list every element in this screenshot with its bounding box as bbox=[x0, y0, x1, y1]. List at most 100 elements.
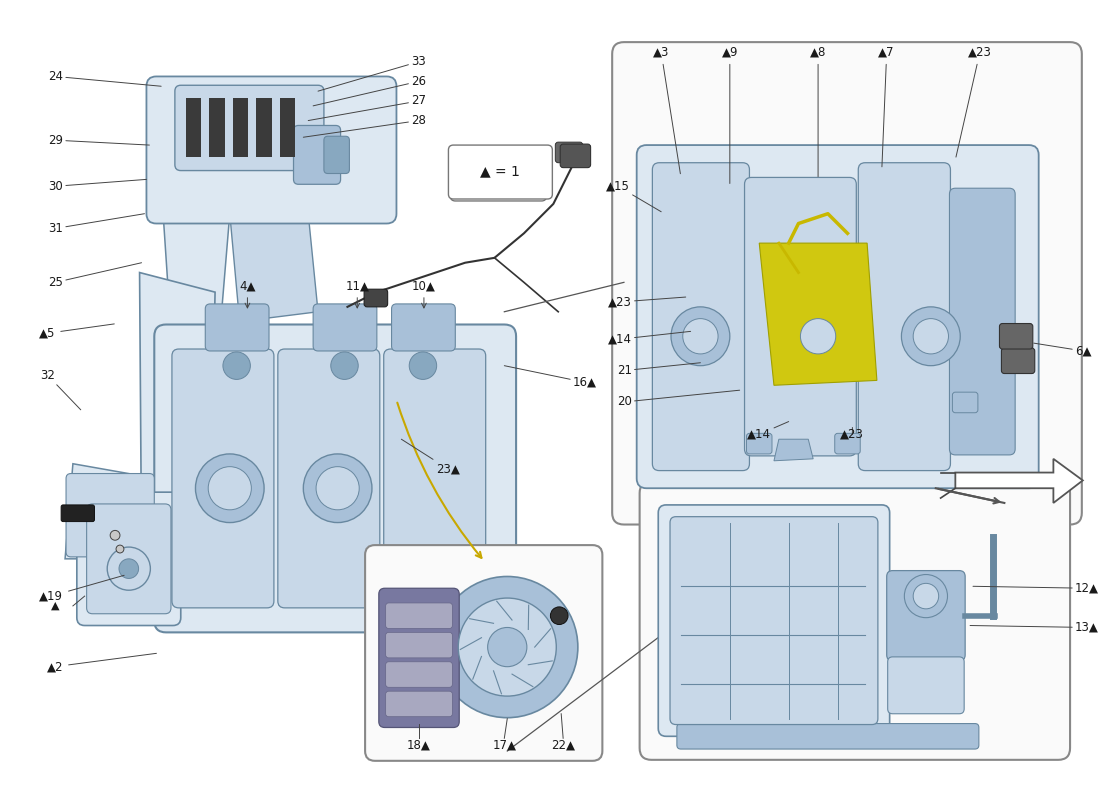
Text: a passion for parts diagrams: a passion for parts diagrams bbox=[746, 386, 891, 442]
FancyBboxPatch shape bbox=[888, 657, 965, 714]
FancyBboxPatch shape bbox=[1001, 348, 1035, 374]
FancyBboxPatch shape bbox=[639, 482, 1070, 760]
Bar bbox=[279, 98, 296, 157]
Text: ▲9: ▲9 bbox=[722, 46, 738, 183]
Circle shape bbox=[913, 583, 938, 609]
Text: ▲23: ▲23 bbox=[956, 46, 992, 157]
Text: 31: 31 bbox=[48, 214, 144, 235]
FancyBboxPatch shape bbox=[378, 588, 459, 727]
Text: ▲2: ▲2 bbox=[46, 654, 156, 673]
FancyBboxPatch shape bbox=[676, 723, 979, 749]
Text: 22▲: 22▲ bbox=[551, 738, 575, 752]
FancyBboxPatch shape bbox=[386, 632, 452, 658]
Circle shape bbox=[437, 577, 578, 718]
Circle shape bbox=[901, 307, 960, 366]
FancyBboxPatch shape bbox=[658, 505, 890, 736]
Text: 26: 26 bbox=[314, 75, 426, 106]
Bar bbox=[256, 98, 272, 157]
FancyBboxPatch shape bbox=[87, 504, 170, 614]
FancyBboxPatch shape bbox=[365, 545, 603, 761]
Bar bbox=[209, 98, 224, 157]
Text: 17▲: 17▲ bbox=[493, 738, 516, 752]
FancyBboxPatch shape bbox=[386, 662, 452, 687]
FancyBboxPatch shape bbox=[652, 162, 749, 470]
FancyBboxPatch shape bbox=[364, 290, 387, 307]
Text: eurospares: eurospares bbox=[662, 328, 974, 491]
FancyBboxPatch shape bbox=[449, 145, 552, 199]
Polygon shape bbox=[774, 439, 813, 461]
Text: 28: 28 bbox=[304, 114, 426, 138]
Text: ▲7: ▲7 bbox=[879, 46, 895, 167]
Circle shape bbox=[409, 352, 437, 379]
FancyBboxPatch shape bbox=[323, 136, 350, 174]
Text: 13▲: 13▲ bbox=[970, 621, 1099, 634]
Text: eurospares: eurospares bbox=[695, 314, 940, 426]
Text: 20: 20 bbox=[617, 390, 739, 409]
Text: 24: 24 bbox=[48, 70, 162, 86]
Text: 21: 21 bbox=[617, 362, 701, 377]
FancyBboxPatch shape bbox=[384, 349, 486, 608]
Text: 12▲: 12▲ bbox=[974, 582, 1099, 594]
Text: 33: 33 bbox=[318, 55, 426, 91]
Text: ▲14: ▲14 bbox=[608, 331, 691, 346]
FancyBboxPatch shape bbox=[386, 691, 452, 717]
FancyBboxPatch shape bbox=[450, 150, 547, 201]
Circle shape bbox=[683, 318, 718, 354]
Polygon shape bbox=[955, 459, 1082, 503]
Text: ▲8: ▲8 bbox=[810, 46, 826, 177]
Circle shape bbox=[304, 454, 372, 522]
Text: ▲14: ▲14 bbox=[747, 422, 789, 441]
Text: a passion for parts diagrams: a passion for parts diagrams bbox=[155, 510, 403, 623]
Text: ▲5: ▲5 bbox=[39, 324, 114, 340]
FancyBboxPatch shape bbox=[745, 178, 856, 456]
FancyBboxPatch shape bbox=[560, 144, 591, 168]
FancyBboxPatch shape bbox=[386, 603, 452, 629]
Text: 6▲: 6▲ bbox=[1034, 343, 1091, 358]
FancyBboxPatch shape bbox=[613, 42, 1081, 525]
Text: ▲: ▲ bbox=[51, 601, 59, 611]
Text: ▲19: ▲19 bbox=[40, 575, 124, 602]
Circle shape bbox=[110, 530, 120, 540]
Text: 29: 29 bbox=[48, 134, 150, 146]
FancyBboxPatch shape bbox=[887, 570, 965, 661]
FancyBboxPatch shape bbox=[392, 304, 455, 351]
Polygon shape bbox=[140, 273, 216, 547]
Circle shape bbox=[196, 454, 264, 522]
FancyBboxPatch shape bbox=[172, 349, 274, 608]
Polygon shape bbox=[65, 464, 156, 559]
FancyBboxPatch shape bbox=[1000, 323, 1033, 349]
Bar bbox=[233, 98, 249, 157]
Text: 23▲: 23▲ bbox=[402, 439, 460, 475]
Text: ▲23: ▲23 bbox=[608, 295, 685, 309]
Circle shape bbox=[913, 318, 948, 354]
Polygon shape bbox=[163, 214, 230, 331]
Text: ▲ = 1: ▲ = 1 bbox=[481, 165, 520, 178]
Text: ▲3: ▲3 bbox=[653, 46, 681, 174]
Polygon shape bbox=[759, 243, 877, 386]
Text: 16▲: 16▲ bbox=[504, 366, 597, 389]
FancyBboxPatch shape bbox=[314, 304, 377, 351]
FancyBboxPatch shape bbox=[278, 349, 380, 608]
Circle shape bbox=[789, 307, 847, 366]
FancyBboxPatch shape bbox=[858, 162, 950, 470]
Text: 4▲: 4▲ bbox=[239, 279, 255, 308]
FancyBboxPatch shape bbox=[556, 142, 583, 162]
Text: 27: 27 bbox=[308, 94, 426, 121]
FancyBboxPatch shape bbox=[62, 505, 95, 522]
Circle shape bbox=[316, 466, 360, 510]
Text: eurospares: eurospares bbox=[54, 331, 504, 566]
FancyBboxPatch shape bbox=[670, 517, 878, 725]
FancyBboxPatch shape bbox=[637, 145, 1038, 488]
Bar bbox=[186, 98, 201, 157]
Text: 25: 25 bbox=[48, 262, 142, 289]
Circle shape bbox=[223, 352, 251, 379]
FancyBboxPatch shape bbox=[66, 474, 154, 557]
Text: ▲ = 1: ▲ = 1 bbox=[478, 169, 518, 182]
FancyBboxPatch shape bbox=[835, 434, 860, 454]
Text: ▲23: ▲23 bbox=[840, 427, 865, 441]
Circle shape bbox=[671, 307, 729, 366]
Circle shape bbox=[801, 318, 836, 354]
Text: 30: 30 bbox=[48, 179, 146, 193]
Circle shape bbox=[904, 574, 947, 618]
FancyBboxPatch shape bbox=[206, 304, 270, 351]
